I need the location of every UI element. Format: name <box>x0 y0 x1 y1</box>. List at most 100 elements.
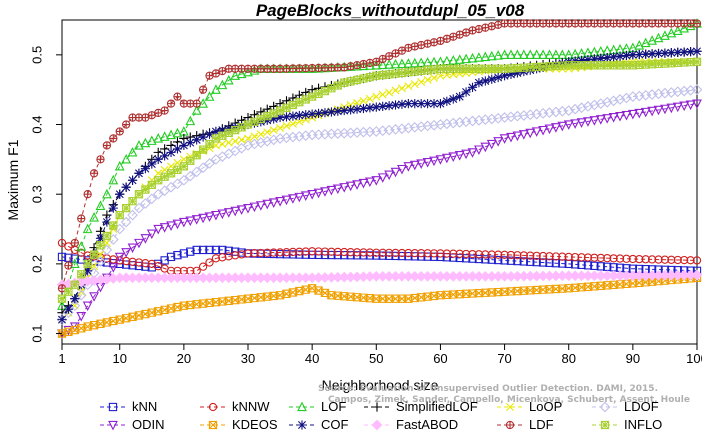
legend-item-COF: COF <box>289 417 349 432</box>
data-point-LOF <box>249 65 260 75</box>
data-point-ODIN <box>576 118 587 128</box>
data-point-ODIN <box>525 128 536 139</box>
data-point-LoOP <box>256 130 265 139</box>
data-point-LOF <box>146 135 157 145</box>
data-point-kNNW <box>461 249 471 259</box>
data-point-kNNW <box>333 247 342 257</box>
data-point-COF <box>121 182 131 192</box>
data-point-kNNW <box>384 248 394 258</box>
data-point-INFLO <box>166 169 176 178</box>
data-point-LOF <box>634 40 645 50</box>
data-point-ODIN <box>608 113 619 123</box>
data-point-COF <box>448 94 458 104</box>
data-point-COF <box>63 304 74 314</box>
data-point-kNN <box>57 252 67 262</box>
data-point-INFLO <box>134 190 144 199</box>
data-point-LoOP <box>397 84 406 93</box>
data-point-kNN <box>102 258 112 267</box>
data-point-kNNW <box>577 253 586 262</box>
data-point-ODIN <box>223 208 234 218</box>
y-tick-label: 0.1 <box>29 325 44 343</box>
x-tick-label: 50 <box>369 351 383 366</box>
data-point-kNN <box>314 250 323 260</box>
data-point-kNNW <box>115 256 124 265</box>
data-point-ODIN <box>307 190 318 200</box>
data-point-kNNW <box>295 247 304 256</box>
data-point-LDOF <box>133 202 145 214</box>
data-point-COF <box>102 217 112 227</box>
data-point-kNNW <box>141 259 150 268</box>
data-point-kNNW <box>526 251 535 260</box>
data-point-ODIN <box>204 212 215 222</box>
data-point-COF <box>288 111 298 121</box>
data-point-LoOP <box>404 82 413 91</box>
data-point-COF <box>140 164 150 174</box>
data-point-LoOP <box>276 124 285 132</box>
data-point-COF <box>634 49 644 60</box>
data-point-LDOF <box>621 92 632 104</box>
data-point-LDOF <box>249 138 260 150</box>
data-point-LoOP <box>288 119 297 128</box>
data-point-ODIN <box>640 107 651 118</box>
data-point-INFLO <box>275 106 285 115</box>
data-point-LOF <box>685 20 696 31</box>
legend-item-ODIN: ODIN <box>100 417 165 432</box>
data-point-kNNW <box>506 250 516 260</box>
data-point-ODIN <box>288 194 298 204</box>
data-point-LOF <box>640 37 651 48</box>
data-point-COF <box>403 99 413 109</box>
data-point-ODIN <box>172 219 183 230</box>
data-point-LDOF <box>614 94 626 105</box>
data-point-kNN <box>308 250 317 259</box>
data-point-INFLO <box>423 66 432 75</box>
data-point-LOF <box>108 174 119 185</box>
data-point-kNN <box>455 253 464 263</box>
data-point-ODIN <box>198 213 209 224</box>
data-point-kNNW <box>558 252 567 261</box>
legend-label-ODIN: ODIN <box>132 417 165 432</box>
data-point-ODIN <box>153 224 164 235</box>
data-point-kNNW <box>372 248 381 257</box>
data-point-LOF <box>531 49 542 59</box>
data-point-kNN <box>545 258 554 267</box>
data-point-COF <box>589 54 599 64</box>
data-point-kNNW <box>314 247 323 256</box>
data-point-LoOP <box>385 88 394 97</box>
data-point-LoOP <box>365 94 374 103</box>
data-point-LOF <box>518 49 529 59</box>
data-point-COF <box>108 203 118 213</box>
data-point-kNNW <box>654 255 663 264</box>
data-point-COF <box>160 151 170 161</box>
data-point-LDF <box>121 120 131 129</box>
data-point-LOF <box>660 30 670 40</box>
series-INFLO <box>57 57 702 303</box>
data-point-kNNW <box>205 258 214 267</box>
data-point-kNNW <box>397 248 407 258</box>
data-point-kNNW <box>218 253 227 262</box>
data-point-LDOF <box>95 256 106 267</box>
data-point-COF <box>185 138 195 148</box>
data-point-LOF <box>384 59 395 69</box>
data-point-LDOF <box>204 158 215 169</box>
data-point-INFLO <box>429 65 439 74</box>
data-point-ODIN <box>467 148 478 158</box>
data-point-COF <box>461 87 471 97</box>
legend-label-LOF: LOF <box>321 399 346 414</box>
data-point-LOF <box>82 223 93 234</box>
data-point-LOF <box>486 50 497 61</box>
legend-marker-LoOP <box>506 403 514 411</box>
data-point-LOF <box>550 49 561 59</box>
data-point-LoOP <box>359 96 368 105</box>
data-point-COF <box>455 92 465 102</box>
data-point-LOF <box>114 160 125 171</box>
data-point-ODIN <box>435 155 446 165</box>
data-point-kNN <box>410 252 419 261</box>
plot-frame <box>61 19 698 345</box>
data-point-COF <box>153 154 163 164</box>
data-point-COF <box>416 99 426 109</box>
data-point-kNN <box>224 246 233 255</box>
data-point-COF <box>576 55 587 66</box>
data-point-INFLO <box>211 134 221 143</box>
data-point-COF <box>224 124 234 134</box>
